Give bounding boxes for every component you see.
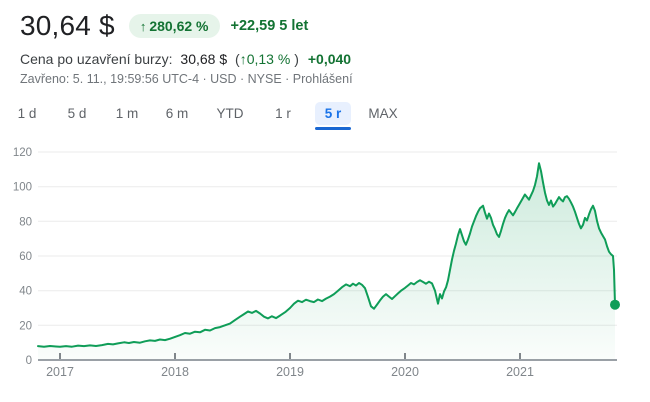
svg-text:100: 100 bbox=[13, 182, 32, 194]
tab-1y[interactable]: 1 r bbox=[275, 106, 291, 121]
tab-max[interactable]: MAX bbox=[368, 106, 398, 121]
svg-text:20: 20 bbox=[19, 320, 32, 332]
active-tab-underline bbox=[315, 127, 351, 130]
market-status-text: Zavřeno: 5. 11., 19:59:56 UTC-4 · USD · … bbox=[20, 72, 290, 86]
tab-1d[interactable]: 1 d bbox=[17, 106, 37, 121]
after-hours-row: Cena po uzavření burzy: 30,68 $ (↑0,13 %… bbox=[20, 51, 650, 67]
svg-text:40: 40 bbox=[19, 286, 32, 298]
series-area bbox=[38, 163, 615, 360]
svg-text:2019: 2019 bbox=[276, 365, 304, 379]
after-hours-arrow-up-icon: ↑ bbox=[239, 51, 247, 67]
current-price: 30,64 $ bbox=[20, 10, 115, 41]
period-change: +22,59 5 let bbox=[230, 18, 309, 34]
svg-text:60: 60 bbox=[19, 251, 32, 263]
paren-close: ) bbox=[294, 51, 299, 67]
tab-5d[interactable]: 5 d bbox=[67, 106, 87, 121]
tab-ytd[interactable]: YTD bbox=[216, 106, 244, 121]
after-hours-delta: +0,040 bbox=[307, 51, 352, 67]
change-percent-value: 280,62 % bbox=[149, 18, 209, 34]
svg-text:2021: 2021 bbox=[506, 365, 534, 379]
svg-text:2020: 2020 bbox=[391, 365, 419, 379]
price-chart-svg: 0 20 40 60 80 100 120 2017 2018 2019 2020 2021 bbox=[13, 147, 620, 379]
after-hours-percent: 0,13 % bbox=[246, 51, 291, 67]
svg-text:2018: 2018 bbox=[161, 365, 189, 379]
disclaimer-link[interactable]: Prohlášení bbox=[292, 72, 353, 86]
after-hours-price: 30,68 $ bbox=[180, 51, 228, 67]
tab-6m[interactable]: 6 m bbox=[165, 106, 189, 121]
range-tabs: 1 d 5 d 1 m 6 m YTD 1 r 5 r MAX bbox=[0, 97, 650, 130]
stock-header: 30,64 $ ↑ 280,62 % +22,59 5 let Cena po … bbox=[0, 0, 650, 86]
paren-open: ( bbox=[235, 51, 240, 67]
svg-text:120: 120 bbox=[13, 147, 32, 159]
tab-5y[interactable]: 5 r bbox=[308, 97, 358, 130]
x-axis-ticks-labels: 2017 2018 2019 2020 2021 bbox=[46, 353, 534, 379]
series-line bbox=[37, 162, 616, 348]
price-chart[interactable]: 0 20 40 60 80 100 120 2017 2018 2019 2020 2021 bbox=[0, 138, 650, 402]
price-row: 30,64 $ ↑ 280,62 % +22,59 5 let bbox=[20, 10, 650, 42]
last-price-dot bbox=[610, 299, 620, 310]
status-row: Zavřeno: 5. 11., 19:59:56 UTC-4 · USD · … bbox=[20, 72, 650, 86]
svg-text:80: 80 bbox=[19, 216, 32, 228]
y-axis-labels: 0 20 40 60 80 100 120 bbox=[13, 147, 32, 367]
arrow-up-icon: ↑ bbox=[139, 18, 147, 34]
after-hours-label: Cena po uzavření burzy: bbox=[20, 51, 173, 67]
svg-text:0: 0 bbox=[26, 355, 32, 367]
tab-1m[interactable]: 1 m bbox=[115, 106, 139, 121]
change-percent-badge: ↑ 280,62 % bbox=[128, 14, 220, 38]
svg-text:2017: 2017 bbox=[46, 365, 74, 379]
